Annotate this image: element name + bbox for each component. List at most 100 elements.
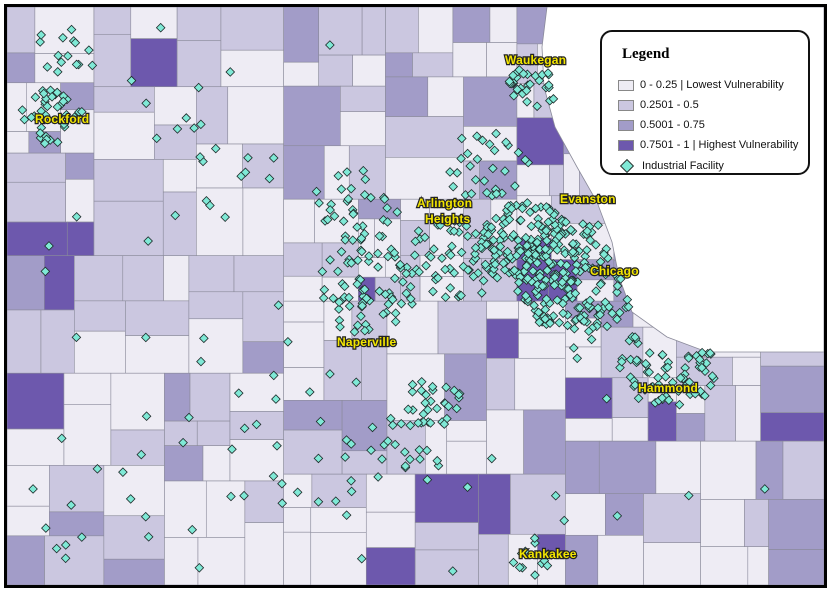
region-polygon [283, 7, 320, 63]
facility-marker [155, 22, 166, 33]
facility-marker [694, 354, 705, 365]
facility-marker [498, 258, 509, 269]
facility-marker [648, 381, 658, 392]
facility-marker [664, 395, 674, 405]
facility-marker [623, 302, 634, 312]
facility-marker [575, 302, 585, 313]
facility-marker [514, 562, 525, 573]
facility-marker [405, 282, 416, 292]
facility-marker [559, 515, 570, 526]
facility-marker [490, 259, 500, 269]
facility-marker [42, 62, 53, 72]
region-polygon [110, 429, 165, 466]
facility-marker [683, 353, 694, 363]
facility-marker [334, 304, 344, 314]
diamond-icon [619, 158, 635, 174]
facility-marker [59, 119, 69, 130]
legend-item-low: 0.2501 - 0.5 [618, 98, 699, 112]
facility-marker [510, 181, 520, 191]
facility-marker [502, 246, 513, 257]
facility-marker [403, 404, 414, 415]
facility-marker [283, 336, 293, 347]
facility-marker [504, 76, 515, 87]
facility-marker [335, 322, 345, 332]
facility-marker [52, 137, 63, 148]
facility-marker [535, 271, 545, 282]
facility-marker [416, 376, 427, 387]
facility-marker [311, 186, 322, 197]
facility-marker [515, 215, 526, 226]
facility-marker [674, 399, 685, 410]
region-polygon [196, 187, 244, 256]
region-polygon [735, 385, 761, 442]
region-polygon [643, 493, 701, 543]
region-polygon [122, 255, 164, 302]
facility-marker [63, 51, 73, 61]
region-polygon [283, 531, 312, 585]
facility-marker [340, 235, 351, 245]
facility-marker [435, 220, 446, 230]
facility-marker [418, 409, 429, 419]
facility-marker [194, 562, 205, 573]
facility-marker [675, 373, 686, 383]
facility-marker [470, 228, 481, 239]
facility-marker [478, 275, 489, 286]
region-polygon [164, 537, 199, 585]
facility-marker [522, 273, 533, 284]
facility-marker [60, 553, 71, 564]
facility-marker [61, 109, 72, 120]
facility-marker [612, 314, 622, 325]
facility-marker [357, 300, 368, 311]
facility-marker [616, 356, 627, 367]
facility-marker [344, 292, 354, 303]
region-polygon [154, 86, 197, 126]
facility-marker [522, 198, 533, 208]
facility-marker [126, 75, 137, 86]
facility-marker [71, 211, 82, 222]
region-polygon [74, 300, 126, 332]
region-polygon [446, 420, 487, 442]
facility-marker [591, 239, 601, 250]
region-polygon [163, 255, 190, 302]
region-polygon [188, 255, 235, 293]
facility-marker [69, 112, 80, 123]
region-polygon [40, 309, 75, 374]
facility-marker [26, 112, 37, 123]
facility-marker [401, 268, 412, 279]
facility-marker [35, 37, 45, 47]
facility-marker [325, 369, 335, 379]
facility-marker [562, 320, 573, 331]
region-polygon [348, 145, 386, 200]
facility-marker [356, 233, 367, 244]
facility-marker [172, 124, 183, 134]
facility-marker [358, 165, 369, 176]
facility-marker [272, 440, 282, 451]
facility-marker [400, 447, 410, 457]
facility-marker [560, 248, 570, 259]
facility-marker [449, 226, 459, 236]
region-polygon [700, 440, 757, 500]
facility-marker [405, 454, 415, 465]
facility-marker [489, 245, 500, 255]
facility-marker [582, 245, 592, 255]
facility-marker [66, 24, 77, 35]
facility-marker [292, 487, 303, 498]
region-polygon [486, 357, 516, 411]
facility-marker [468, 271, 479, 282]
facility-marker [243, 152, 253, 163]
region-polygon [700, 499, 745, 547]
region-polygon [233, 255, 284, 293]
facility-marker [425, 418, 436, 428]
facility-marker [416, 385, 427, 396]
facility-marker [378, 309, 389, 319]
facility-marker [348, 209, 359, 219]
facility-marker [410, 236, 421, 247]
facility-marker [542, 235, 552, 246]
facility-marker [488, 163, 498, 174]
facility-marker [359, 284, 370, 295]
facility-marker [268, 370, 279, 381]
facility-marker [389, 248, 400, 258]
region-polygon [565, 418, 613, 442]
facility-marker [380, 289, 391, 300]
facility-marker [19, 114, 30, 125]
